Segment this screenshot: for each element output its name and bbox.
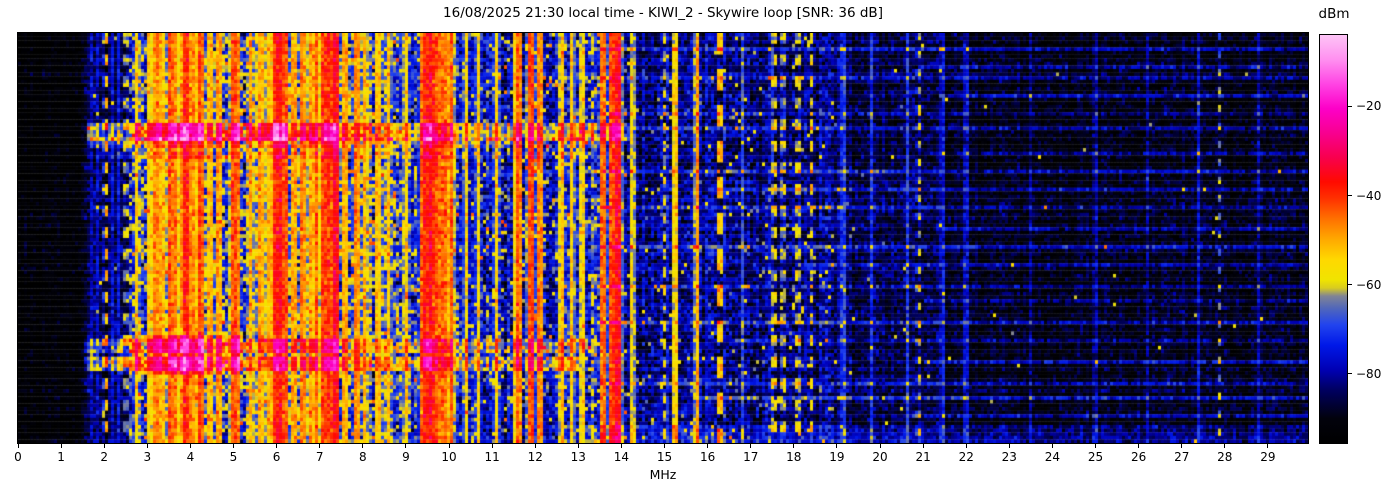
x-tick-label: 4 [186, 450, 195, 464]
x-tick-label: 13 [570, 450, 586, 464]
x-tick-mark [146, 444, 148, 448]
colorbar-tick-mark [1348, 373, 1352, 375]
x-tick-label: 8 [358, 450, 367, 464]
x-tick-mark [534, 444, 536, 448]
x-tick-label: 27 [1174, 450, 1190, 464]
x-tick-mark [836, 444, 838, 448]
x-tick-label: 18 [786, 450, 802, 464]
x-tick-mark [189, 444, 191, 448]
colorbar-tick-mark [1348, 195, 1352, 197]
x-tick-label: 23 [1001, 450, 1017, 464]
x-tick-mark [362, 444, 364, 448]
x-tick-label: 2 [100, 450, 109, 464]
x-tick-label: 26 [1130, 450, 1147, 464]
x-tick-mark [1181, 444, 1183, 448]
x-tick-mark [405, 444, 407, 448]
x-tick-mark [1138, 444, 1140, 448]
x-tick-label: 14 [613, 450, 630, 464]
x-tick-mark [922, 444, 924, 448]
x-tick-mark [276, 444, 278, 448]
x-tick-label: 9 [402, 450, 410, 464]
x-tick-mark [1267, 444, 1269, 448]
x-tick-mark [103, 444, 105, 448]
x-tick-label: 1 [57, 450, 65, 464]
x-tick-mark [707, 444, 709, 448]
x-tick-mark [1051, 444, 1053, 448]
x-tick-label: 0 [14, 450, 22, 464]
x-tick-label: 5 [229, 450, 238, 464]
x-tick-label: 24 [1044, 450, 1061, 464]
x-tick-label: 22 [958, 450, 974, 464]
x-tick-mark [60, 444, 62, 448]
x-tick-mark [879, 444, 881, 448]
colorbar-tick-label: −60 [1356, 277, 1382, 292]
x-tick-label: 10 [441, 450, 457, 464]
colorbar [1319, 34, 1348, 444]
x-tick-mark [233, 444, 234, 448]
x-tick-mark [620, 444, 622, 448]
colorbar-tick-mark [1348, 284, 1352, 286]
x-tick-label: 6 [272, 450, 281, 464]
x-tick-mark [491, 444, 493, 448]
x-tick-label: 20 [872, 450, 888, 464]
x-tick-mark [1095, 444, 1096, 448]
x-tick-mark [17, 444, 19, 448]
x-tick-label: 21 [915, 450, 931, 464]
x-tick-mark [664, 444, 665, 448]
x-tick-mark [1008, 444, 1010, 448]
colorbar-tick-label: −80 [1356, 366, 1382, 381]
x-tick-label: 15 [656, 450, 673, 464]
x-tick-label: 25 [1087, 450, 1104, 464]
x-tick-label: 29 [1260, 450, 1276, 464]
x-tick-label: 11 [484, 450, 500, 464]
x-tick-label: 12 [527, 450, 543, 464]
x-tick-label: 17 [743, 450, 759, 464]
x-tick-mark [577, 444, 579, 448]
x-tick-mark [448, 444, 450, 448]
x-tick-mark [319, 444, 321, 448]
plot-title: 16/08/2025 21:30 local time - KIWI_2 - S… [443, 5, 883, 21]
x-tick-mark [1224, 444, 1226, 448]
colorbar-unit-label: dBm [1318, 6, 1350, 22]
x-tick-label: 3 [143, 450, 152, 464]
x-tick-label: 7 [315, 450, 324, 464]
x-tick-label: 28 [1217, 450, 1233, 464]
colorbar-tick-mark [1348, 105, 1352, 107]
x-tick-label: 19 [829, 450, 845, 464]
x-axis-label: MHz [649, 467, 677, 482]
x-tick-mark [965, 444, 967, 448]
colorbar-tick-label: −40 [1356, 188, 1382, 203]
x-tick-label: 16 [699, 450, 716, 464]
waterfall-heatmap [18, 33, 1308, 443]
colorbar-tick-label: −20 [1356, 99, 1382, 114]
x-tick-mark [750, 444, 752, 448]
x-tick-mark [793, 444, 795, 448]
